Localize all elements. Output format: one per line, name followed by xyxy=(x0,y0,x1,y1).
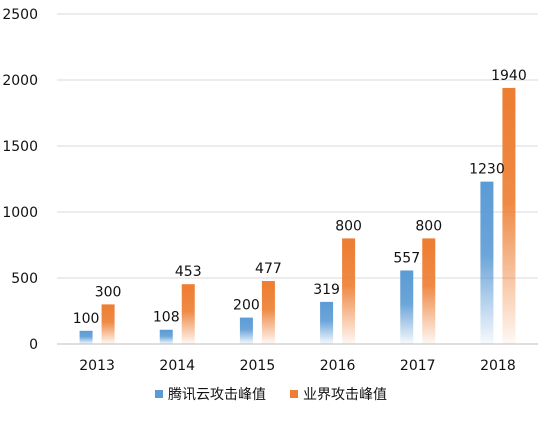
x-tick-label: 2017 xyxy=(400,358,436,374)
bar-tencent-2017 xyxy=(400,270,414,344)
data-label-tencent-2016: 319 xyxy=(313,282,340,298)
bar-tencent-2014 xyxy=(159,329,173,344)
y-tick-label: 2500 xyxy=(2,7,38,23)
x-tick-label: 2016 xyxy=(320,358,356,374)
y-tick-label: 2000 xyxy=(2,73,38,89)
legend-swatch-industry xyxy=(290,390,298,398)
data-label-tencent-2018: 1230 xyxy=(469,162,505,178)
y-tick-label: 1000 xyxy=(2,205,38,221)
y-axis-ticks: 0 500 1000 1500 2000 2500 xyxy=(2,7,38,353)
data-label-tencent-2014: 108 xyxy=(153,310,180,326)
bar-industry-2017 xyxy=(422,238,436,344)
x-tick-label: 2015 xyxy=(240,358,276,374)
y-tick-label: 0 xyxy=(29,337,38,353)
bar-industry-2013 xyxy=(101,304,115,344)
bar-industry-2015 xyxy=(261,281,275,344)
legend: 腾讯云攻击峰值 业界攻击峰值 xyxy=(155,386,387,403)
data-label-industry-2018: 1940 xyxy=(491,68,527,84)
legend-label-industry: 业界攻击峰值 xyxy=(303,387,387,403)
x-tick-label: 2018 xyxy=(480,358,516,374)
legend-swatch-tencent xyxy=(155,390,163,398)
data-label-tencent-2015: 200 xyxy=(233,298,260,314)
x-tick-label: 2014 xyxy=(159,358,195,374)
legend-label-tencent: 腾讯云攻击峰值 xyxy=(168,386,266,403)
bar-tencent-2018 xyxy=(480,181,494,344)
x-axis-ticks: 2013 2014 2015 2016 2017 2018 xyxy=(79,358,515,374)
bar-industry-2018 xyxy=(502,87,516,345)
bar-tencent-2015 xyxy=(239,317,253,344)
bar-industry-2014 xyxy=(181,284,195,344)
bar-tencent-2013 xyxy=(79,330,93,344)
data-label-tencent-2017: 557 xyxy=(393,250,420,266)
x-tick-label: 2013 xyxy=(79,358,115,374)
y-tick-label: 1500 xyxy=(2,139,38,155)
data-label-industry-2016: 800 xyxy=(335,218,362,234)
bars xyxy=(79,87,516,345)
bar-tencent-2016 xyxy=(320,301,334,344)
data-label-industry-2017: 800 xyxy=(415,218,442,234)
data-label-tencent-2013: 100 xyxy=(73,311,100,327)
data-label-industry-2015: 477 xyxy=(255,261,282,277)
y-tick-label: 500 xyxy=(11,271,38,287)
data-labels: 100 300 108 453 200 477 319 800 557 800 1230 1940 xyxy=(73,68,527,327)
gridlines xyxy=(57,13,538,345)
bar-industry-2016 xyxy=(342,238,356,344)
data-label-industry-2013: 300 xyxy=(95,284,122,300)
data-label-industry-2014: 453 xyxy=(175,264,202,280)
